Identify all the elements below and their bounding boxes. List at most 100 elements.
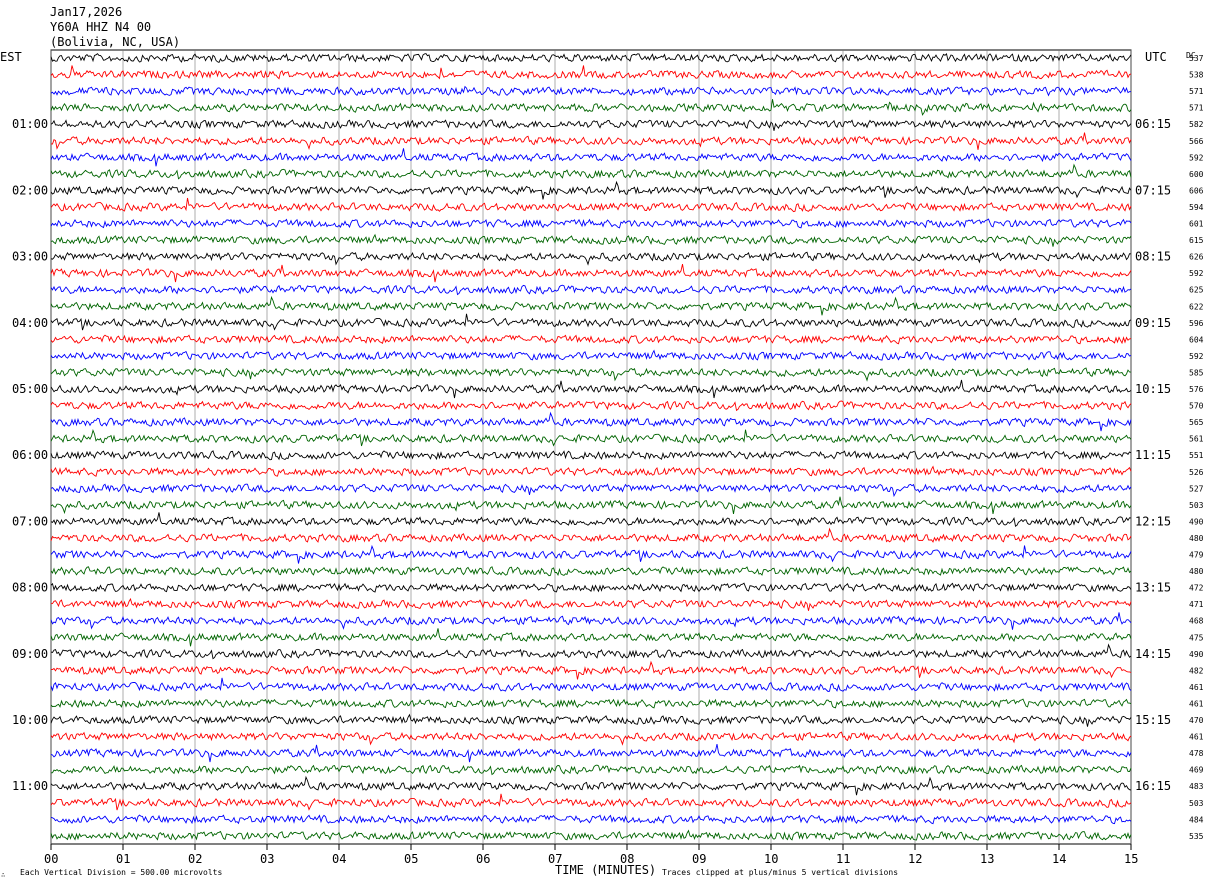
trace-line [50,197,1132,213]
dc-offset-label: 566 [1189,137,1204,146]
x-tick-label: 10 [764,852,778,866]
dc-offset-label: 503 [1189,799,1204,808]
station-label: Y60A HHZ N4 00 [50,20,151,34]
utc-hour-label: 07:15 [1135,183,1171,197]
trace-line [50,814,1132,825]
trace-line [50,233,1132,247]
trace-line [50,119,1132,131]
utc-hour-label: 12:15 [1135,514,1171,528]
dc-offset-label: 551 [1189,451,1204,460]
logo-mark: ∴ [1,871,5,879]
est-hour-label: 02:00 [12,183,48,197]
utc-hour-labels: 06:15 07:15 08:15 09:15 10:15 11:15 12:15 13:15… [1135,117,1171,793]
dc-offset-label: 571 [1189,104,1204,113]
est-hour-label: 01:00 [12,117,48,131]
dc-offset-label: 482 [1189,666,1204,675]
trace-line [50,612,1132,630]
x-tick-label: 05 [404,852,418,866]
trace-line [50,566,1132,577]
dc-offset-label: 480 [1189,567,1204,576]
trace-line [50,450,1132,461]
trace-line [50,597,1132,611]
dc-offset-label: 594 [1189,203,1204,212]
x-tick-label: 14 [1052,852,1066,866]
trace-line [50,698,1132,709]
dc-offset-label: 527 [1189,484,1204,493]
trace-line [50,775,1132,796]
dc-offset-label: 484 [1189,815,1204,824]
est-hour-label: 08:00 [12,581,48,595]
utc-hour-label: 15:15 [1135,713,1171,727]
trace-line [50,99,1132,116]
utc-hour-label: 06:15 [1135,117,1171,131]
est-hour-label: 11:00 [12,779,48,793]
trace-line [50,582,1132,593]
trace-line [50,496,1132,515]
x-axis-title: TIME (MINUTES) [555,863,656,877]
trace-line [50,400,1132,412]
est-hour-label: 07:00 [12,514,48,528]
dc-offset-labels: 537 538 571 571 582 566 592 600 606 594 601 615 626 5… [1189,54,1204,841]
trace-line [50,713,1132,727]
trace-line [50,367,1132,382]
dc-offset-label: 600 [1189,170,1204,179]
dc-offset-label: 472 [1189,584,1204,593]
date-label: Jan17,2026 [50,5,122,19]
trace-line [50,85,1132,97]
trace-line [50,764,1132,776]
x-tick-label: 07 [548,852,562,866]
dc-offset-label: 469 [1189,766,1204,775]
dc-offset-label: 468 [1189,617,1204,626]
dc-offset-label: 503 [1189,501,1204,510]
utc-hour-label: 13:15 [1135,581,1171,595]
x-tick-label: 02 [188,852,202,866]
trace-line [50,829,1132,841]
seismic-traces [50,53,1132,841]
trace-line [50,180,1132,200]
dc-offset-label: 561 [1189,435,1204,444]
dc-offset-label: 604 [1189,335,1204,344]
dc-offset-label: 596 [1189,319,1204,328]
utc-hour-label: 14:15 [1135,647,1171,661]
trace-line [50,465,1132,477]
dc-offset-label: 483 [1189,782,1204,791]
dc-offset-label: 475 [1189,633,1204,642]
x-tick-label: 12 [908,852,922,866]
minute-gridlines [50,50,1132,844]
dc-offset-label: 535 [1189,832,1204,841]
trace-line [50,527,1132,543]
dc-offset-label: 606 [1189,186,1204,195]
dc-offset-label: 537 [1189,54,1204,63]
x-tick-label: 09 [692,852,706,866]
dc-offset-label: 480 [1189,534,1204,543]
dc-offset-label: 470 [1189,716,1204,725]
x-tick-label: 06 [476,852,490,866]
trace-line [50,428,1132,447]
location-label: (Bolivia, NC, USA) [50,35,180,49]
utc-hour-label: 11:15 [1135,448,1171,462]
trace-line [50,512,1132,527]
est-hour-label: 06:00 [12,448,48,462]
x-tick-label: 00 [44,852,58,866]
dc-offset-label: 461 [1189,699,1204,708]
trace-line [50,53,1132,63]
est-hour-label: 05:00 [12,382,48,396]
est-hour-label: 09:00 [12,647,48,661]
dc-offset-label: 490 [1189,650,1204,659]
x-tick-label: 13 [980,852,994,866]
trace-line [50,660,1132,680]
trace-line [50,295,1132,316]
utc-hour-label: 16:15 [1135,779,1171,793]
trace-line [50,643,1132,660]
dc-header: DC [1186,51,1196,60]
dc-offset-label: 479 [1189,551,1204,560]
trace-line [50,251,1132,266]
est-hour-label: 03:00 [12,250,48,264]
right-zone-label: UTC [1145,50,1167,64]
x-tick-label: 15 [1124,852,1138,866]
scale-note: Each Vertical Division = 500.00 microvol… [20,868,222,877]
est-hour-label: 10:00 [12,713,48,727]
trace-line [50,483,1132,498]
utc-hour-label: 10:15 [1135,382,1171,396]
